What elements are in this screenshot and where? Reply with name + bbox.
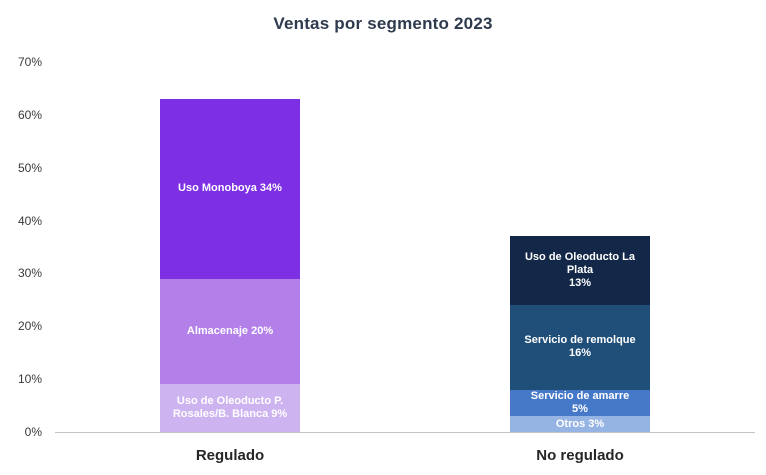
y-tick-label: 30% xyxy=(17,266,42,281)
y-axis: 0% 10% 20% 30% 40% 50% 60% 70% xyxy=(0,55,46,439)
bar-segment: Servicio de remolque 16% xyxy=(510,305,650,390)
bar-segment: Servicio de amarre 5% xyxy=(510,389,650,417)
segment-label: Servicio de amarre 5% xyxy=(530,389,630,415)
bar-no-regulado: Otros 3% Servicio de amarre 5% Servicio de … xyxy=(510,62,650,464)
bar-segment: Uso de Oleoducto La Plata 13% xyxy=(510,236,650,306)
chart-title: Ventas por segmento 2023 xyxy=(273,14,493,33)
y-tick-label: 40% xyxy=(17,213,42,228)
category-label: No regulado xyxy=(536,447,624,464)
bar-segment: Uso Monoboya 34% xyxy=(160,99,300,279)
segment-label: Servicio de remolque 16% xyxy=(524,334,636,360)
y-tick-label: 20% xyxy=(17,319,42,334)
bar-segment: Almacenaje 20% xyxy=(160,278,300,385)
category-label: Regulado xyxy=(195,447,265,464)
y-tick-label: 60% xyxy=(17,107,42,122)
bars-row: Uso de Oleoducto P. Rosales/B. Blanca 9% A… xyxy=(55,62,755,464)
segment-label: Otros 3% xyxy=(555,417,605,430)
plot-area: Uso de Oleoducto P. Rosales/B. Blanca 9% A… xyxy=(55,62,755,464)
y-tick-label: 10% xyxy=(17,372,42,387)
segment-label: Uso de Oleoducto P. Rosales/B. Blanca 9% xyxy=(172,395,288,421)
bar-regulado: Uso de Oleoducto P. Rosales/B. Blanca 9% A… xyxy=(160,62,300,464)
bar-segment: Uso de Oleoducto P. Rosales/B. Blanca 9% xyxy=(160,384,300,432)
segment-label: Uso Monoboya 34% xyxy=(178,182,282,195)
segment-label: Almacenaje 20% xyxy=(186,325,274,338)
y-tick-label: 50% xyxy=(17,160,42,175)
y-tick-label: 70% xyxy=(17,55,42,69)
bar-segment: Otros 3% xyxy=(510,416,650,432)
segment-label: Uso de Oleoducto La Plata 13% xyxy=(524,251,635,290)
y-tick-label: 0% xyxy=(24,425,42,439)
